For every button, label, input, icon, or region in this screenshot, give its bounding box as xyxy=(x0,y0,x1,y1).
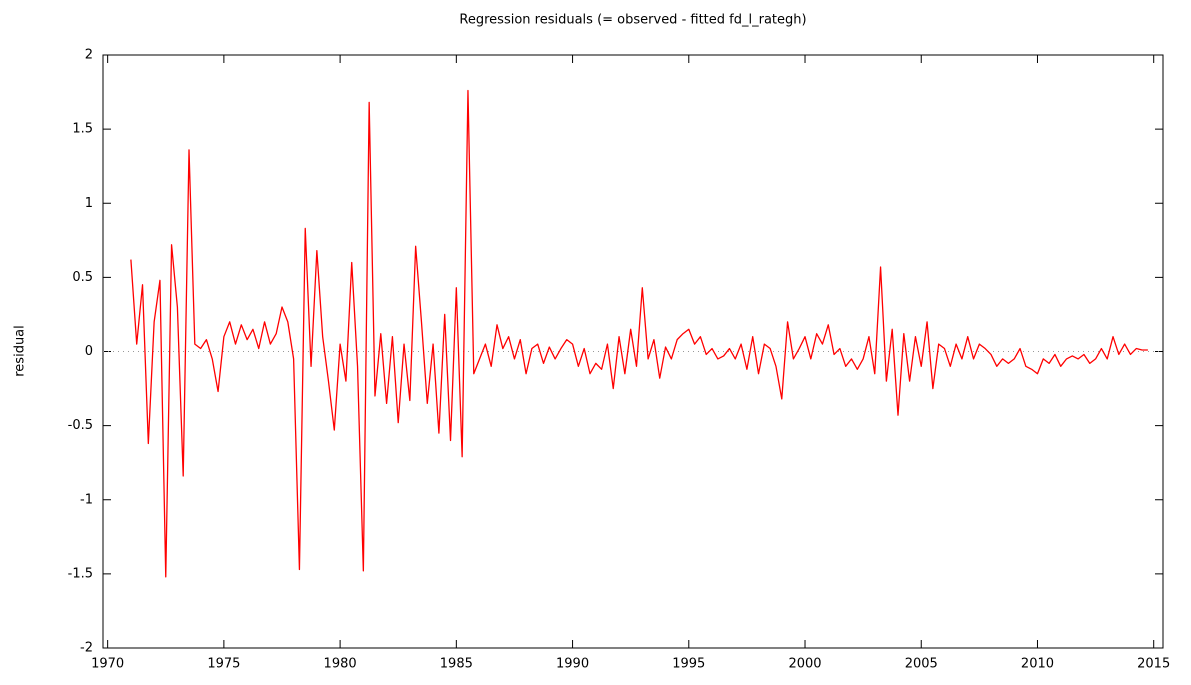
x-tick-label: 1985 xyxy=(440,657,473,672)
y-tick-label: -1 xyxy=(80,492,93,507)
x-tick-label: 1970 xyxy=(91,657,124,672)
y-tick-label: 1 xyxy=(85,196,93,211)
chart-title: Regression residuals (= observed - fitte… xyxy=(459,13,806,28)
x-tick-label: 2000 xyxy=(788,657,821,672)
y-tick-label: 0 xyxy=(85,344,93,359)
y-tick-label: 2 xyxy=(85,48,93,63)
y-tick-label: -0.5 xyxy=(68,418,93,433)
y-tick-label: -1.5 xyxy=(68,566,93,581)
x-tick-label: 2015 xyxy=(1137,657,1170,672)
y-axis-label: residual xyxy=(13,325,28,377)
x-tick-label: 1980 xyxy=(324,657,357,672)
x-tick-label: 1990 xyxy=(556,657,589,672)
x-tick-label: 2005 xyxy=(905,657,938,672)
series-line xyxy=(130,89,1148,578)
y-tick-label: 1.5 xyxy=(72,122,93,137)
x-tick-label: 1975 xyxy=(207,657,240,672)
y-tick-label: -2 xyxy=(80,641,93,656)
y-tick-label: 0.5 xyxy=(72,270,93,285)
x-tick-label: 2010 xyxy=(1021,657,1054,672)
x-tick-label: 1995 xyxy=(672,657,705,672)
